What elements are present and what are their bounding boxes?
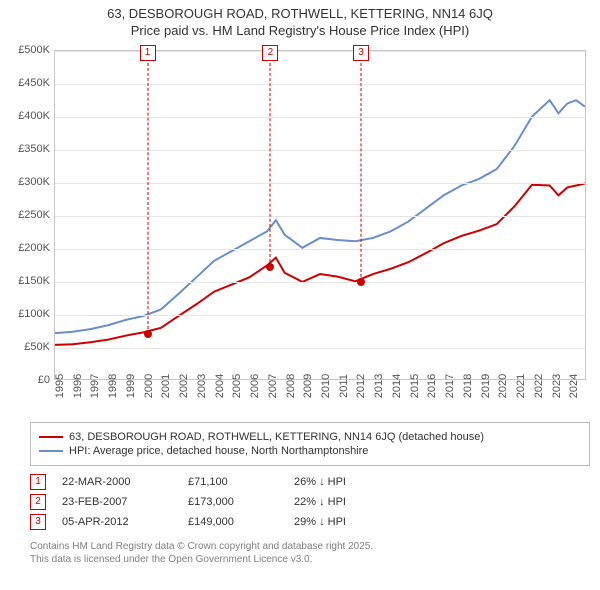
marker-dot — [144, 330, 152, 338]
x-tick-label: 2024 — [568, 371, 598, 401]
legend-swatch-red — [39, 436, 63, 438]
sale-price: £173,000 — [188, 496, 278, 508]
legend-item: 63, DESBOROUGH ROAD, ROTHWELL, KETTERING… — [39, 431, 581, 443]
gridline — [55, 315, 585, 316]
gridline — [55, 84, 585, 85]
marker-line — [270, 63, 271, 267]
y-tick-label: £200K — [18, 242, 50, 254]
table-row: 2 23-FEB-2007 £173,000 22% ↓ HPI — [30, 494, 590, 510]
marker-badge: 3 — [353, 45, 369, 61]
sale-diff: 29% ↓ HPI — [294, 516, 404, 528]
gridline — [55, 249, 585, 250]
series-line-price_paid — [55, 183, 585, 344]
legend: 63, DESBOROUGH ROAD, ROTHWELL, KETTERING… — [30, 422, 590, 466]
y-tick-label: £150K — [18, 275, 50, 287]
table-row: 3 05-APR-2012 £149,000 29% ↓ HPI — [30, 514, 590, 530]
title-line-1: 63, DESBOROUGH ROAD, ROTHWELL, KETTERING… — [10, 6, 590, 23]
y-tick-label: £300K — [18, 176, 50, 188]
chart-lines — [55, 51, 585, 379]
marker-dot — [357, 278, 365, 286]
legend-label: 63, DESBOROUGH ROAD, ROTHWELL, KETTERING… — [69, 431, 484, 443]
sale-badge: 2 — [30, 494, 46, 510]
marker-line — [147, 63, 148, 334]
legend-item: HPI: Average price, detached house, Nort… — [39, 445, 581, 457]
sales-table: 1 22-MAR-2000 £71,100 26% ↓ HPI 2 23-FEB… — [30, 474, 590, 530]
footer-line-2: This data is licensed under the Open Gov… — [30, 553, 590, 566]
gridline — [55, 183, 585, 184]
footer-line-1: Contains HM Land Registry data © Crown c… — [30, 540, 590, 553]
y-tick-label: £350K — [18, 143, 50, 155]
marker-line — [361, 63, 362, 283]
marker-badge: 2 — [262, 45, 278, 61]
sale-badge: 1 — [30, 474, 46, 490]
sale-date: 05-APR-2012 — [62, 516, 172, 528]
chart-container: 123 £0£50K£100K£150K£200K£250K£300K£350K… — [10, 46, 590, 416]
table-row: 1 22-MAR-2000 £71,100 26% ↓ HPI — [30, 474, 590, 490]
chart-title: 63, DESBOROUGH ROAD, ROTHWELL, KETTERING… — [0, 0, 600, 42]
y-tick-label: £250K — [18, 209, 50, 221]
y-tick-label: £400K — [18, 110, 50, 122]
sale-badge: 3 — [30, 514, 46, 530]
y-tick-label: £100K — [18, 308, 50, 320]
y-tick-label: £50K — [24, 341, 50, 353]
sale-price: £71,100 — [188, 476, 278, 488]
plot-area: 123 — [54, 50, 586, 380]
marker-badge: 1 — [140, 45, 156, 61]
y-tick-label: £450K — [18, 77, 50, 89]
gridline — [55, 348, 585, 349]
gridline — [55, 216, 585, 217]
gridline — [55, 51, 585, 52]
y-tick-label: £0 — [38, 374, 50, 386]
legend-swatch-blue — [39, 450, 63, 452]
title-line-2: Price paid vs. HM Land Registry's House … — [10, 23, 590, 40]
sale-date: 23-FEB-2007 — [62, 496, 172, 508]
y-tick-label: £500K — [18, 44, 50, 56]
sale-date: 22-MAR-2000 — [62, 476, 172, 488]
marker-dot — [266, 263, 274, 271]
gridline — [55, 150, 585, 151]
sale-diff: 26% ↓ HPI — [294, 476, 404, 488]
gridline — [55, 117, 585, 118]
footer-attribution: Contains HM Land Registry data © Crown c… — [30, 540, 590, 566]
gridline — [55, 282, 585, 283]
sale-price: £149,000 — [188, 516, 278, 528]
sale-diff: 22% ↓ HPI — [294, 496, 404, 508]
legend-label: HPI: Average price, detached house, Nort… — [69, 445, 368, 457]
